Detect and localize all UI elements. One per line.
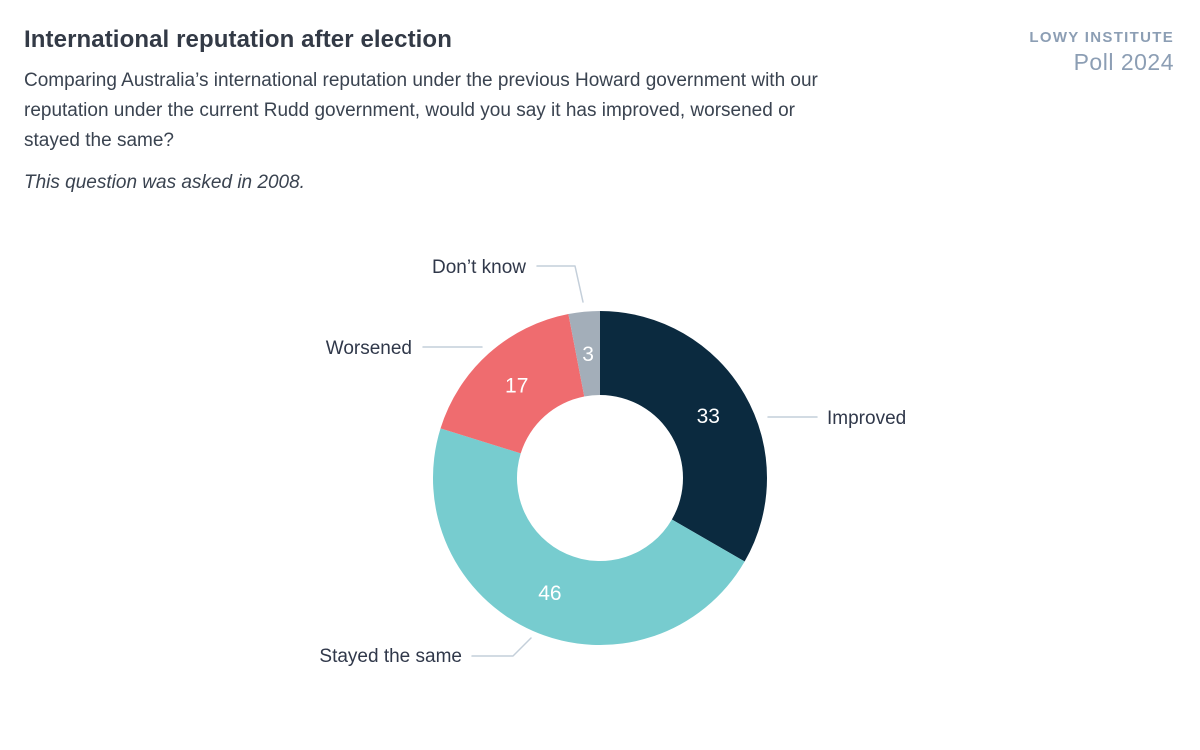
value-label-dont-know: 3: [582, 343, 594, 366]
category-label-stayed-the-same: Stayed the same: [319, 646, 462, 667]
question-line: Comparing Australia’s international repu…: [24, 70, 818, 91]
category-label-improved: Improved: [827, 408, 906, 429]
category-label-worsened: Worsened: [326, 338, 412, 359]
value-label-worsened: 17: [505, 374, 528, 397]
category-label-dont-know: Don’t know: [432, 257, 526, 278]
slice-improved: [600, 311, 768, 562]
logo-institute-name: LOWY INSTITUTE: [1029, 29, 1174, 46]
page-title: International reputation after election: [24, 26, 452, 53]
value-label-improved: 33: [697, 405, 720, 428]
slice-stayed-the-same: [432, 428, 745, 646]
question-year-note: This question was asked in 2008.: [24, 172, 305, 193]
question-text: Comparing Australia’s international repu…: [24, 66, 818, 156]
question-line: stayed the same?: [24, 130, 174, 151]
value-label-stayed-the-same: 46: [538, 582, 561, 605]
slice-worsened: [440, 314, 585, 454]
leader-line-dont-know: [536, 265, 584, 303]
question-line: reputation under the current Rudd govern…: [24, 100, 795, 121]
leader-line-stayed-the-same: [471, 637, 532, 657]
slice-dont-know: [568, 311, 600, 397]
lowy-institute-logo: LOWY INSTITUTE Poll 2024: [1029, 29, 1174, 75]
logo-poll-year: Poll 2024: [1073, 48, 1174, 75]
